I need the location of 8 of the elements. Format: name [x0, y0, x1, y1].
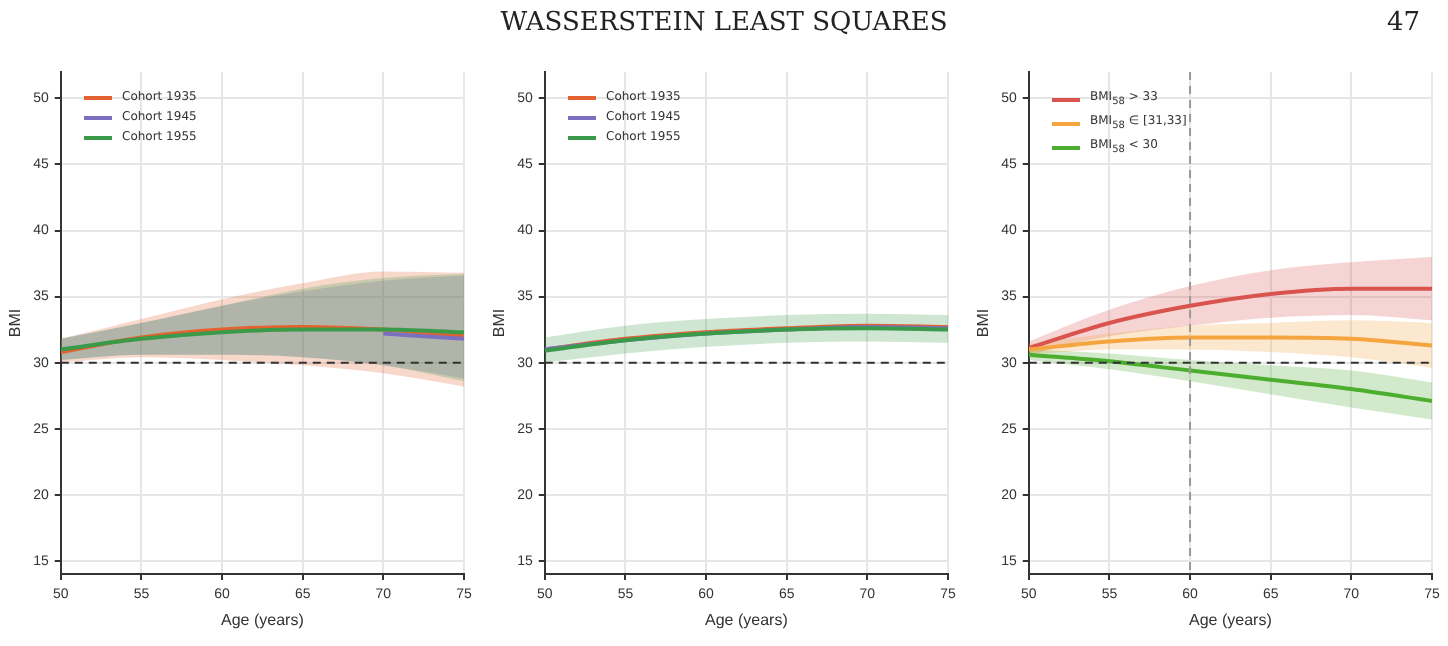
- x-axis-title: Age (years): [221, 610, 305, 629]
- text: WASSERSTEIN LEAST SQUARES: [500, 8, 948, 38]
- x-axis-title: Age (years): [1189, 610, 1273, 629]
- y-axis-title: BMI: [490, 308, 509, 338]
- x-axis-title: Age (years): [705, 610, 789, 629]
- text: 47: [1386, 8, 1420, 38]
- y-axis-title: BMI: [6, 308, 25, 338]
- y-axis-title: BMI: [974, 308, 993, 338]
